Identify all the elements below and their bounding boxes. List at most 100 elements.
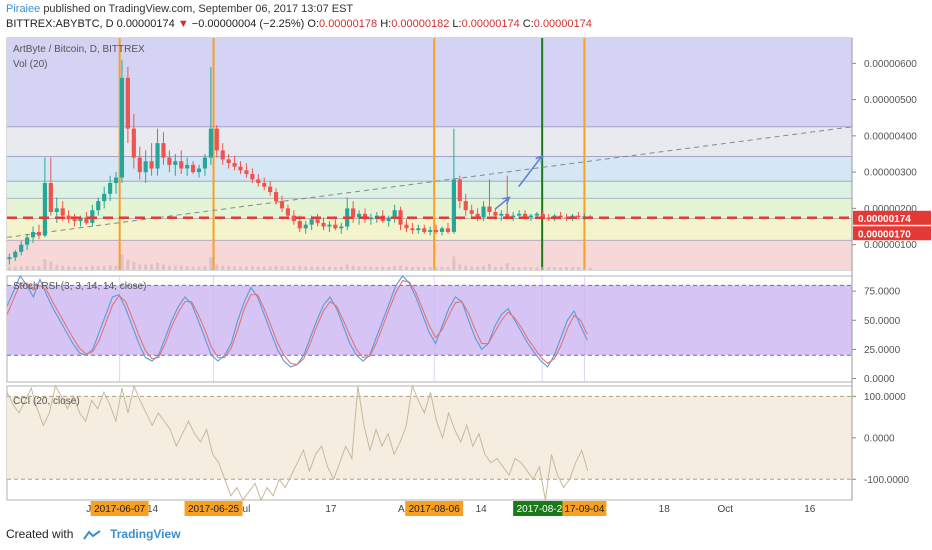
x-tick-label: 14 [147, 504, 159, 515]
candle-body [274, 192, 279, 202]
volume-bar [197, 266, 201, 270]
candle-body [445, 228, 451, 232]
date-tag-box [405, 501, 464, 516]
volume-bar [96, 266, 100, 270]
volume-bar [31, 266, 35, 270]
candle-body [439, 228, 445, 232]
candle-body [386, 217, 391, 222]
volume-bar [310, 266, 314, 270]
stoch-rsi-y-tick-label: 0.0000 [864, 374, 895, 385]
candle-body [108, 183, 113, 194]
volume-bar [209, 257, 213, 270]
volume-bar [357, 266, 361, 270]
candle-body [191, 164, 196, 173]
date-tag-box [562, 501, 607, 516]
volume-bar [167, 265, 171, 270]
footer: Created with TradingView [6, 527, 181, 541]
volume-bar [138, 264, 142, 270]
fib-band [7, 156, 852, 182]
candle-body [297, 221, 302, 229]
main-y-tick-label: 0.00000500 [864, 95, 917, 106]
down-arrow-icon: ▼ [177, 18, 189, 30]
candle-body [522, 213, 528, 218]
candle-body [19, 244, 24, 252]
chart-canvas[interactable]: ArtByte / Bitcoin, D, BITTREX Vol (20) 0.0… [0, 0, 932, 520]
volume-bar [570, 267, 574, 270]
candle-body [487, 206, 492, 212]
volume-bar [505, 263, 509, 270]
candle-body [42, 183, 47, 236]
volume-bar [565, 267, 569, 270]
stoch-rsi-y-tick-label: 75.0000 [864, 287, 901, 298]
candle-body [113, 177, 119, 183]
candle-body [143, 161, 148, 173]
candle-body [60, 208, 65, 216]
candle-body [392, 210, 397, 218]
fib-band [7, 240, 852, 270]
volume-bar [393, 266, 397, 270]
symbol-name: BITTREX:ABYBTC, D [6, 18, 114, 30]
volume-bar [132, 262, 136, 270]
candle-body [96, 201, 101, 211]
candle-body [546, 217, 551, 220]
fib-band [7, 218, 852, 241]
volume-bar [156, 262, 160, 270]
cci-title: CCI (20, close) [13, 396, 80, 407]
cci-line [6, 384, 589, 502]
candle-body [7, 257, 12, 260]
x-tick-label: 18 [659, 504, 671, 515]
volume-bar [227, 266, 231, 270]
candle-body [66, 215, 71, 220]
candle-body [185, 164, 190, 169]
volume-bar [440, 267, 444, 270]
volume-bar [102, 265, 106, 270]
volume-bar [49, 261, 53, 270]
candle-body [321, 222, 326, 227]
candle-body [161, 143, 166, 158]
tradingview-logo-icon [82, 530, 101, 540]
candle-body [250, 173, 255, 180]
volume-bar [351, 265, 355, 270]
volume-bar [458, 264, 462, 270]
volume-bar [399, 265, 403, 270]
low-label: L: [452, 18, 462, 30]
volume-bar [553, 267, 557, 270]
volume-bar [482, 265, 486, 270]
candle-body [517, 213, 522, 216]
volume-bar [333, 266, 337, 270]
trend-line [6, 126, 853, 238]
volume-bar [84, 266, 88, 270]
volume-bar [582, 267, 586, 270]
volume-bar [588, 267, 592, 270]
candle-body [309, 219, 314, 225]
candle-body [125, 77, 130, 129]
volume-bar [120, 254, 124, 270]
volume-bar [250, 266, 254, 270]
candle-body [78, 217, 83, 222]
candle-body [155, 143, 160, 169]
volume-bar [221, 265, 225, 270]
volume-bar [244, 266, 248, 270]
projection-arrow [494, 196, 510, 210]
author-name[interactable]: Piraiee [6, 3, 41, 15]
volume-bar [67, 266, 71, 270]
open-value: 0.00000178 [319, 18, 378, 30]
volume-bar [339, 266, 343, 270]
projection-arrow [518, 155, 543, 188]
tradingview-brand[interactable]: TradingView [110, 527, 181, 541]
volume-bar [203, 265, 207, 270]
candle-body [214, 128, 219, 151]
stoch-rsi-band [7, 285, 852, 356]
candle-body [279, 201, 285, 209]
x-tick-label: 14 [476, 504, 488, 515]
candle-body [428, 230, 433, 232]
candle-body [167, 157, 172, 165]
volume-bar [126, 259, 130, 270]
close-label: C: [522, 18, 534, 30]
candle-body [333, 224, 338, 229]
volume-bar [262, 266, 266, 270]
candle-body [368, 217, 373, 220]
open-label: O: [307, 18, 320, 30]
volume-bar [363, 266, 367, 270]
volume-bar [298, 266, 302, 270]
